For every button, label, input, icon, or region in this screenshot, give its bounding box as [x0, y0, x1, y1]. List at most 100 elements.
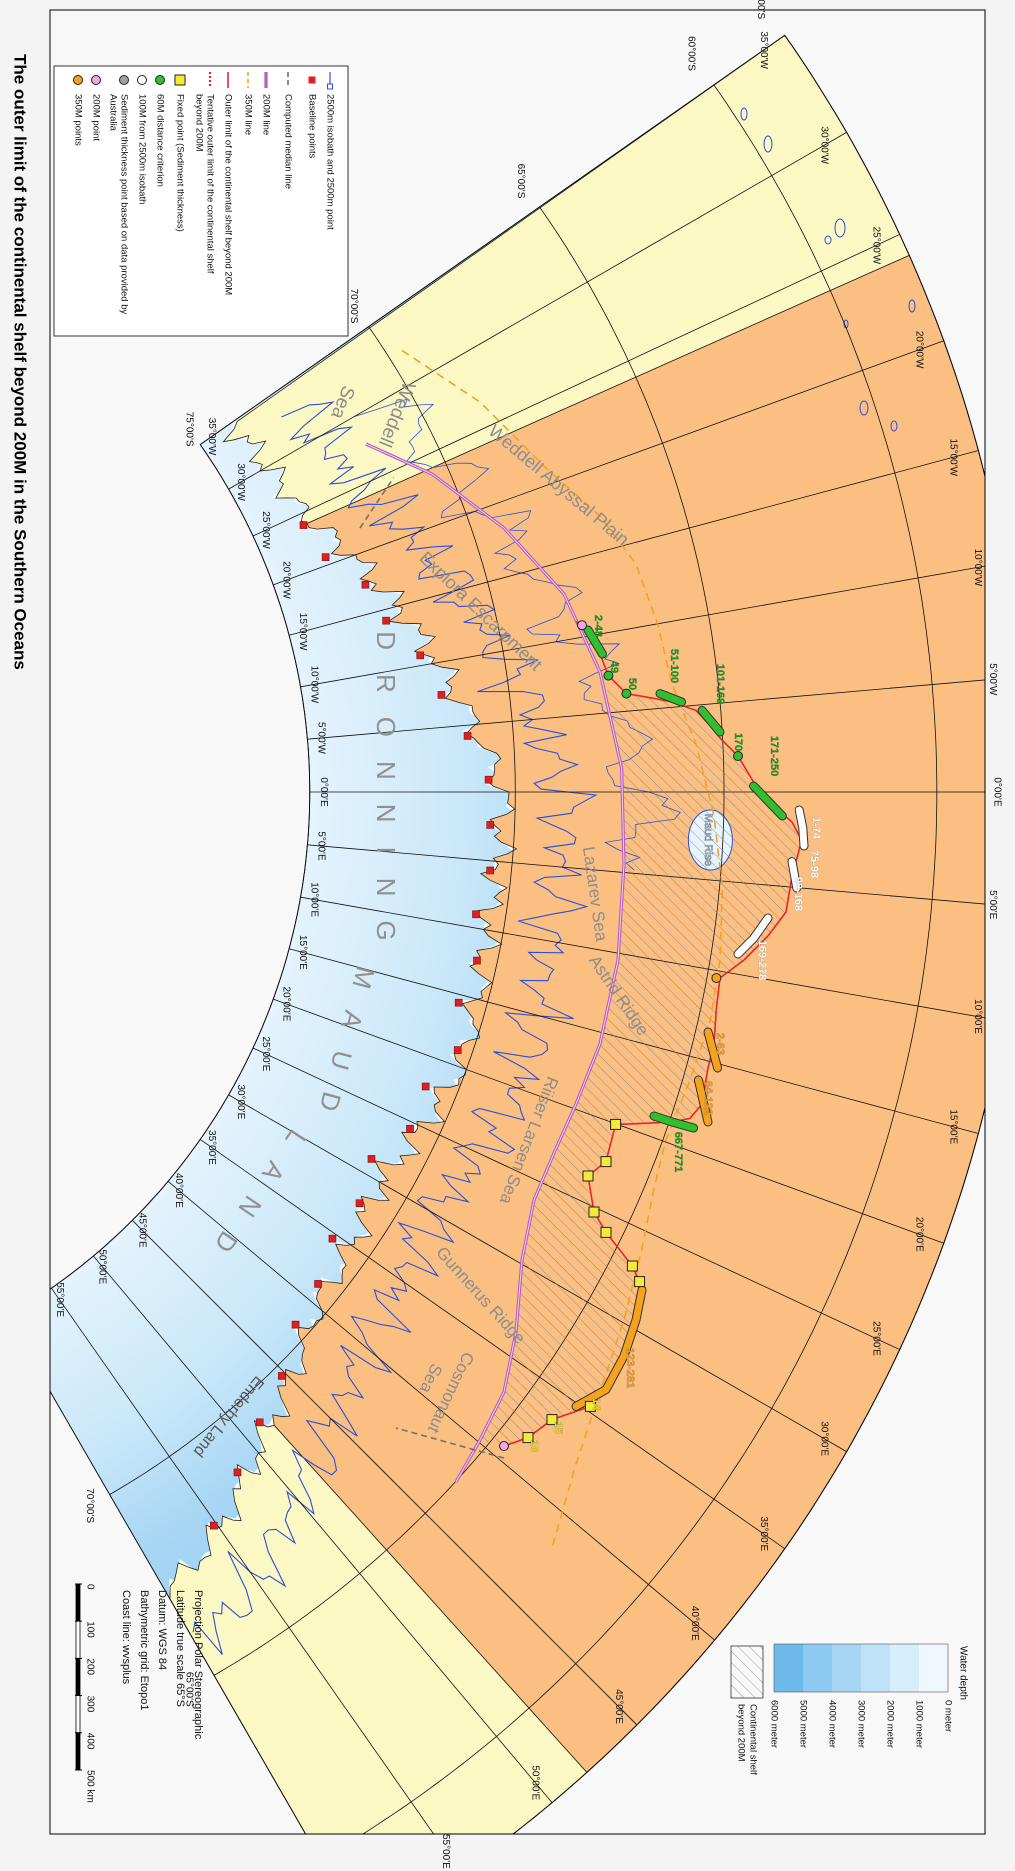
depth-band [774, 1644, 803, 1692]
meridian-inner-label: 35°00'W [758, 31, 769, 69]
line-200m-inner [365, 443, 625, 1483]
meridian-inner-label: 45°00'E [613, 1689, 624, 1724]
island-contour [834, 218, 846, 238]
meridian [199, 1139, 785, 1550]
meridian [228, 131, 847, 490]
segment-label: 2-63 [714, 1033, 726, 1055]
legend-label: 200M point [90, 94, 101, 141]
meridian-inner-label: 15°00'E [948, 1109, 959, 1144]
segment-60m [584, 626, 606, 658]
meridian-label: 15°00'W [297, 613, 308, 651]
meridian-inner-label: 25°00'E [871, 1321, 882, 1356]
median-line [359, 477, 395, 529]
fixed-point [610, 1118, 622, 1130]
parallel-label: 65°00'S [515, 164, 526, 199]
baseline-point [486, 866, 494, 875]
baseline-point [367, 1155, 376, 1163]
parallel [320, 84, 938, 1834]
scale-label: 400 [84, 1733, 95, 1750]
meridian-label: 25°00'W [260, 511, 271, 549]
segment-350m [572, 1286, 646, 1410]
legend-symbol [308, 76, 316, 84]
legend-label: Tentative outer limit of the continental… [204, 94, 215, 274]
fixed-point [634, 1276, 646, 1288]
shelf-legend-swatch [730, 1645, 764, 1699]
legend-symbol [327, 83, 333, 90]
segment-label: 123-281 [624, 1348, 636, 1388]
depth-legend-title: Water depth [957, 1646, 968, 1700]
meridian-inner-label: 0°00'E [992, 777, 1003, 807]
point-60m [603, 670, 614, 681]
fixed-point [588, 1206, 600, 1218]
median-line [395, 1427, 505, 1459]
meridian-inner-label: 30°00'E [818, 1421, 829, 1456]
segment-100m [795, 806, 808, 850]
meridian-inner-label: 55°00'E [440, 1834, 451, 1869]
baseline-point [472, 910, 480, 919]
depth-label: 5000 meter [797, 1700, 808, 1748]
projection-info: Projection Polar Stereographic [192, 1590, 204, 1740]
meridian-inner-label: 5°00'W [987, 663, 998, 696]
depth-band [861, 1644, 890, 1692]
segment-label: 667-771 [672, 1132, 684, 1172]
depth-label: 2000 meter [884, 1700, 895, 1748]
point-60m [733, 751, 743, 761]
segment-350m [694, 1076, 712, 1126]
segment-label: 14 [590, 1398, 602, 1411]
legend-label: 60M distance criterion [154, 94, 165, 187]
meridian [167, 1181, 715, 1641]
meridian-inner-label: 10°00'W [972, 549, 983, 587]
segment-60m [656, 690, 686, 706]
segment-label: 169-278 [756, 940, 768, 980]
baseline-point [453, 1046, 462, 1054]
point-60m [621, 688, 632, 699]
legend-label: Computed median line [282, 94, 293, 189]
meridian-label: 55°00'E [54, 1282, 65, 1317]
baseline-point [233, 1468, 242, 1477]
frame [49, 9, 986, 1835]
isobath-2500 [192, 401, 598, 1655]
legend-label: Sediment thickness point based on data p… [118, 94, 129, 314]
scale-label: 200 [84, 1658, 95, 1675]
baseline-point [484, 775, 493, 784]
meridian-label: 35°00'W [206, 418, 217, 456]
depth-frame [773, 1643, 949, 1693]
meridian-label: 25°00'E [260, 1036, 271, 1071]
meridian [252, 234, 900, 537]
depth-band [890, 1644, 919, 1692]
segment-label: 64-122 [702, 1081, 714, 1115]
segment-350m [704, 1028, 722, 1072]
baseline-point [473, 956, 481, 965]
segment-label: 99-168 [792, 877, 804, 911]
meridian [300, 562, 985, 688]
baseline-point [278, 1372, 286, 1380]
meridian [93, 1255, 553, 1803]
baseline-point [416, 651, 425, 660]
segment-label: 1-74 [810, 817, 822, 840]
legend-label: 200M line [260, 94, 271, 135]
parallel-label: 70°00'S [84, 1488, 95, 1523]
scale-label: 100 [84, 1621, 95, 1638]
meridian-label: 35°00'E [206, 1130, 217, 1165]
segment-60m [750, 782, 786, 820]
projection-info: Latitude true scale 65°S [174, 1590, 186, 1707]
legend-label: 350M points [72, 94, 83, 146]
segment-label: 2-48 [592, 615, 604, 637]
meridian-label: 20°00'E [281, 987, 292, 1022]
baseline-point [328, 1234, 337, 1243]
baseline-point [291, 1320, 300, 1329]
rotated-map: 35°00'W 30°00'W 25°00'W 20°00'W 15°00'W 10°00… [11, 0, 1003, 1869]
meridian [51, 1287, 462, 1834]
parallel [109, 326, 516, 1495]
legend-symbol [119, 75, 129, 85]
fan-edge [50, 34, 985, 1834]
point-200m [577, 620, 587, 631]
meridian-label: 10°00'W [309, 666, 320, 704]
legend-symbol [137, 75, 147, 85]
baseline-point [321, 553, 330, 561]
parallel-label: 75°00'S [183, 412, 194, 447]
meridian-label: 5°00'E [316, 831, 327, 861]
island-contour [824, 235, 832, 245]
depth-band [919, 1644, 948, 1692]
